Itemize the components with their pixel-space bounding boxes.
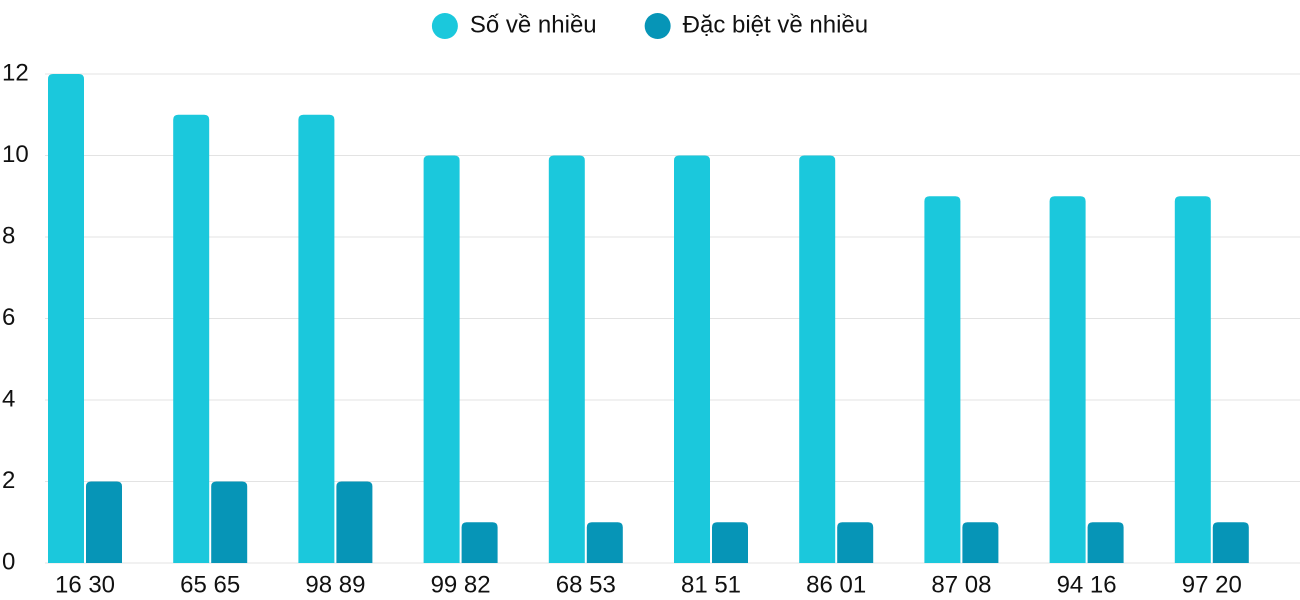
x-tick-label: 87 08 <box>931 571 991 598</box>
bar <box>837 522 874 563</box>
y-tick-label: 12 <box>2 59 29 86</box>
bar <box>461 522 498 563</box>
bar <box>1174 196 1211 563</box>
y-tick-label: 0 <box>2 548 15 575</box>
bar <box>423 155 460 563</box>
x-tick-label: 98 89 <box>305 571 365 598</box>
y-tick-label: 10 <box>2 141 29 168</box>
y-tick-label: 4 <box>2 385 15 412</box>
x-tick-label: 94 16 <box>1057 571 1117 598</box>
bar <box>924 196 961 563</box>
y-tick-label: 6 <box>2 304 15 331</box>
legend-label: Đặc biệt về nhiều <box>683 11 868 38</box>
bar <box>1049 196 1086 563</box>
bar <box>1087 522 1124 563</box>
bar <box>298 114 335 563</box>
bar <box>586 522 623 563</box>
bar <box>1212 522 1249 563</box>
bar <box>962 522 999 563</box>
x-tick-label: 16 30 <box>55 571 115 598</box>
x-tick-label: 81 51 <box>681 571 741 598</box>
y-tick-label: 2 <box>2 467 15 494</box>
x-tick-label: 65 65 <box>180 571 240 598</box>
bar <box>674 155 710 563</box>
legend-marker <box>644 13 671 39</box>
x-tick-label: 68 53 <box>556 571 616 598</box>
x-tick-label: 97 20 <box>1182 571 1242 598</box>
bar <box>86 481 122 563</box>
bar <box>336 481 373 563</box>
bar <box>173 114 210 563</box>
bar <box>48 74 84 563</box>
bar <box>548 155 585 563</box>
legend-marker <box>431 13 458 39</box>
bar <box>712 522 748 563</box>
legend-label: Số về nhiều <box>470 11 597 38</box>
y-tick-label: 8 <box>2 222 15 249</box>
x-tick-label: 99 82 <box>431 571 491 598</box>
x-tick-label: 86 01 <box>806 571 866 598</box>
bar <box>799 155 836 563</box>
bar <box>211 481 248 563</box>
